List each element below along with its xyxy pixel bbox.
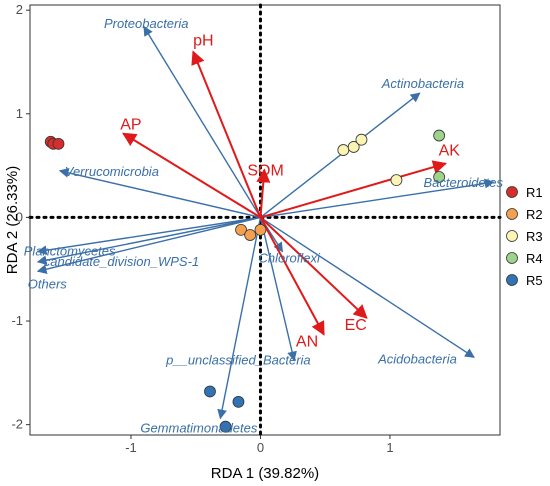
site-point-r4-1	[433, 129, 446, 142]
env-label-ap: AP	[120, 116, 141, 133]
site-point-r1-3	[52, 137, 65, 150]
species-arrow-proteobacteria	[143, 25, 262, 218]
species-arrow-p-unclassified-bacteria	[259, 217, 297, 362]
env-label-ak: AK	[439, 143, 461, 160]
species-label-candidate-division-wps-1: candidate_division_WPS-1	[44, 254, 199, 269]
species-label-bacteroidetes: Bacteroidetes	[424, 175, 504, 190]
x-tick-label: -1	[125, 440, 137, 455]
legend-key-r3	[506, 230, 518, 242]
site-point-r3-2	[347, 141, 360, 153]
y-tick-label: -1	[11, 313, 23, 328]
species-arrow-others	[36, 216, 261, 274]
site-point-r5-3	[219, 420, 232, 433]
species-label-chloroflexi: Chloroflexi	[258, 251, 321, 266]
species-arrow-verrucomicrobia	[58, 168, 261, 219]
species-label-planctomycetes: Planctomycetes	[24, 244, 116, 259]
env-arrow-ap	[122, 132, 261, 219]
env-arrow-som	[256, 168, 271, 218]
legend-label-r3: R3	[526, 229, 543, 244]
legend: R1 R2 R3 R4 R5	[506, 185, 543, 288]
site-point-r3-3	[355, 133, 368, 146]
site-point-r3-1	[337, 144, 350, 156]
site-point-r2-2	[244, 229, 257, 241]
legend-key-r5	[506, 274, 518, 286]
legend-key-r2	[506, 208, 518, 220]
species-label-actinobacteria: Actinobacteria	[381, 76, 464, 91]
y-tick-label: -2	[11, 417, 23, 432]
species-arrow-gemmatimonadetes	[217, 217, 262, 420]
species-label-verrucomicrobia: Verrucomicrobia	[65, 164, 159, 179]
species-label-others: Others	[28, 276, 68, 291]
env-label-ph: pH	[193, 33, 213, 50]
x-tick-label: 0	[257, 440, 264, 455]
env-arrow-ec	[259, 216, 368, 319]
legend-label-r4: R4	[526, 251, 543, 266]
site-point-r5-1	[204, 385, 216, 398]
y-tick-label: 0	[16, 209, 23, 224]
legend-label-r2: R2	[526, 207, 543, 222]
species-arrow-acidobacteria	[260, 216, 475, 358]
species-label-acidobacteria: Acidobacteria	[377, 351, 457, 366]
site-point-r2-1	[235, 223, 247, 236]
y-axis-title: RDA 2 (26.33%)	[4, 166, 21, 274]
x-axis-title: RDA 1 (39.82%)	[211, 465, 319, 482]
species-label-p-unclassified-bacteria: p__unclassified_Bacteria	[165, 352, 311, 367]
legend-key-r4	[506, 252, 518, 264]
species-arrow-candidate-division-wps-1	[36, 216, 261, 266]
env-arrow-ak	[260, 160, 447, 219]
species-label-gemmatimonadetes: Gemmatimonadetes	[140, 420, 258, 435]
y-tick-label: 2	[16, 2, 23, 17]
legend-label-r1: R1	[526, 185, 543, 200]
species-arrow-bacteroidetes	[260, 178, 495, 219]
species-label-proteobacteria: Proteobacteria	[104, 16, 189, 31]
species-arrow-actinobacteria	[260, 92, 421, 218]
y-tick-label: 1	[16, 106, 23, 121]
site-point-r3-4	[390, 174, 403, 187]
site-point-r5-2	[232, 395, 245, 408]
env-arrow-an	[259, 216, 325, 336]
x-tick-label: 1	[386, 440, 393, 455]
site-point-r4-2	[433, 171, 446, 183]
legend-key-r1	[506, 186, 518, 198]
env-label-an: AN	[296, 333, 318, 350]
env-label-ec: EC	[345, 317, 367, 334]
species-arrow-planctomycetes	[36, 216, 261, 256]
env-arrow-ph	[191, 50, 262, 218]
env-label-som: SOM	[247, 163, 283, 180]
site-point-r2-3	[254, 223, 267, 236]
legend-label-r5: R5	[526, 273, 543, 288]
